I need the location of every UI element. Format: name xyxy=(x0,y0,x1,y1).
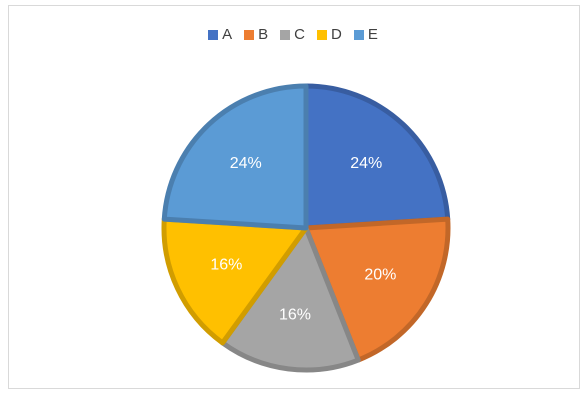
legend-swatch-e xyxy=(353,29,364,40)
legend-swatch-a xyxy=(208,29,219,40)
pie-label-b: 20% xyxy=(364,266,396,283)
legend-label-d: D xyxy=(331,26,342,43)
pie-label-d: 16% xyxy=(210,257,242,274)
legend-item-d: D xyxy=(317,26,342,43)
pie-slice-e xyxy=(161,83,309,231)
pie-label-a: 24% xyxy=(350,155,382,172)
legend-label-c: C xyxy=(294,26,305,43)
pie-label-e: 24% xyxy=(230,155,262,172)
pie-slice-a xyxy=(303,83,451,231)
legend-item-b: B xyxy=(244,26,268,43)
pie-slice-c xyxy=(220,225,361,373)
legend-swatch-d xyxy=(317,29,327,40)
pie-slice-d xyxy=(161,216,309,346)
legend-label-b: B xyxy=(258,26,269,43)
legend-swatch-b xyxy=(244,29,255,40)
legend-swatch-c xyxy=(280,29,291,40)
legend: A B C D E xyxy=(0,26,586,43)
legend-item-e: E xyxy=(353,26,378,43)
legend-item-a: A xyxy=(208,26,232,43)
legend-label-e: E xyxy=(367,26,378,43)
pie-slice-b xyxy=(303,216,451,363)
legend-item-c: C xyxy=(280,26,305,43)
pie-label-c: 16% xyxy=(279,307,311,324)
legend-label-a: A xyxy=(222,26,233,43)
